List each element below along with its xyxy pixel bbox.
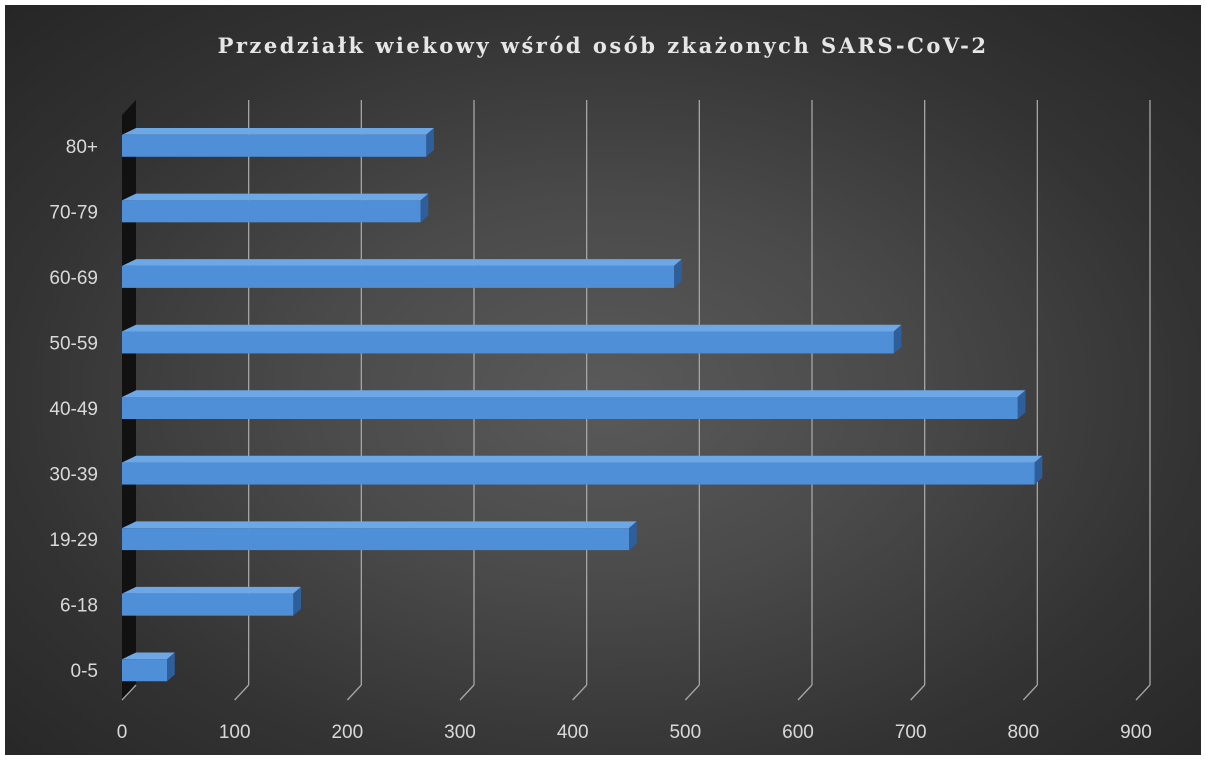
bar-top-face (122, 324, 902, 332)
bar (122, 586, 301, 616)
bar-top-face (122, 521, 637, 529)
label-layer: 0 100 200 300 400 500 600 700 800 900 0-5 6-18 19-29… (49, 137, 1151, 743)
bar (122, 521, 637, 551)
bar-side-face (1034, 455, 1043, 485)
y-tick-label: 6-18 (60, 596, 98, 617)
bar (122, 324, 902, 354)
bar-front-face (122, 331, 894, 354)
floor-gridline (1135, 684, 1151, 701)
bar-side-face (629, 521, 637, 551)
chart-plot: 0 100 200 300 400 500 600 700 800 900 0-5 6-18 19-29… (49, 100, 1152, 743)
bar-side-face (1017, 390, 1026, 419)
bar-layer (122, 128, 1043, 682)
floor-gridline (797, 684, 813, 701)
x-tick-label: 700 (895, 722, 927, 743)
x-tick-label: 500 (669, 722, 701, 743)
chart-title: Przedziałk wiekowy wśród osób zkażonych … (217, 33, 989, 58)
bar-top-face (122, 128, 434, 135)
x-tick-label: 300 (444, 722, 476, 743)
bar-front-face (122, 397, 1018, 419)
chart: Przedziałk wiekowy wśród osób zkażonych … (5, 5, 1201, 755)
bar-side-face (293, 586, 301, 616)
y-tick-label: 70-79 (49, 202, 98, 223)
floor-gridline (346, 684, 362, 701)
bar-top-face (122, 390, 1026, 397)
bar-top-face (122, 586, 301, 594)
floor-gridline (684, 684, 700, 701)
floor-gridline (572, 684, 588, 701)
x-tick-label: 600 (782, 722, 814, 743)
x-tick-label: 100 (219, 722, 251, 743)
bar-front-face (122, 528, 629, 551)
x-tick-label: 200 (331, 722, 363, 743)
bar-top-face (122, 259, 682, 266)
bar (122, 128, 434, 157)
bar-top-face (122, 652, 175, 660)
bar-side-face (893, 324, 902, 354)
y-tick-label: 50-59 (49, 333, 98, 354)
bar (122, 455, 1043, 485)
bar-top-face (122, 193, 429, 201)
bar-side-face (420, 193, 429, 223)
bar-front-face (122, 593, 294, 616)
bar (122, 259, 682, 288)
bar-front-face (122, 200, 421, 223)
x-tick-label: 900 (1120, 722, 1152, 743)
bar (122, 652, 175, 682)
floor-gridline (121, 684, 137, 701)
y-tick-label: 30-39 (49, 465, 98, 486)
bar-side-face (426, 128, 434, 157)
x-tick-label: 0 (117, 722, 128, 743)
x-tick-label: 800 (1007, 722, 1039, 743)
floor-gridline (459, 684, 475, 701)
x-tick-label: 400 (557, 722, 589, 743)
y-tick-label: 80+ (66, 137, 98, 158)
bar-front-face (122, 659, 168, 682)
bar-front-face (122, 462, 1035, 485)
bar-side-face (167, 652, 175, 682)
bar-front-face (122, 265, 675, 288)
y-tick-label: 19-29 (49, 530, 98, 551)
bar (122, 193, 429, 223)
bar-side-face (674, 259, 682, 288)
y-tick-label: 0-5 (71, 661, 98, 682)
y-tick-label: 40-49 (49, 399, 98, 420)
bar-top-face (122, 455, 1043, 463)
y-tick-label: 60-69 (49, 268, 98, 289)
bar (122, 390, 1026, 419)
floor-gridline (234, 684, 250, 701)
floor-gridline (910, 684, 926, 701)
floor-gridline (1022, 684, 1038, 701)
bar-front-face (122, 134, 427, 157)
